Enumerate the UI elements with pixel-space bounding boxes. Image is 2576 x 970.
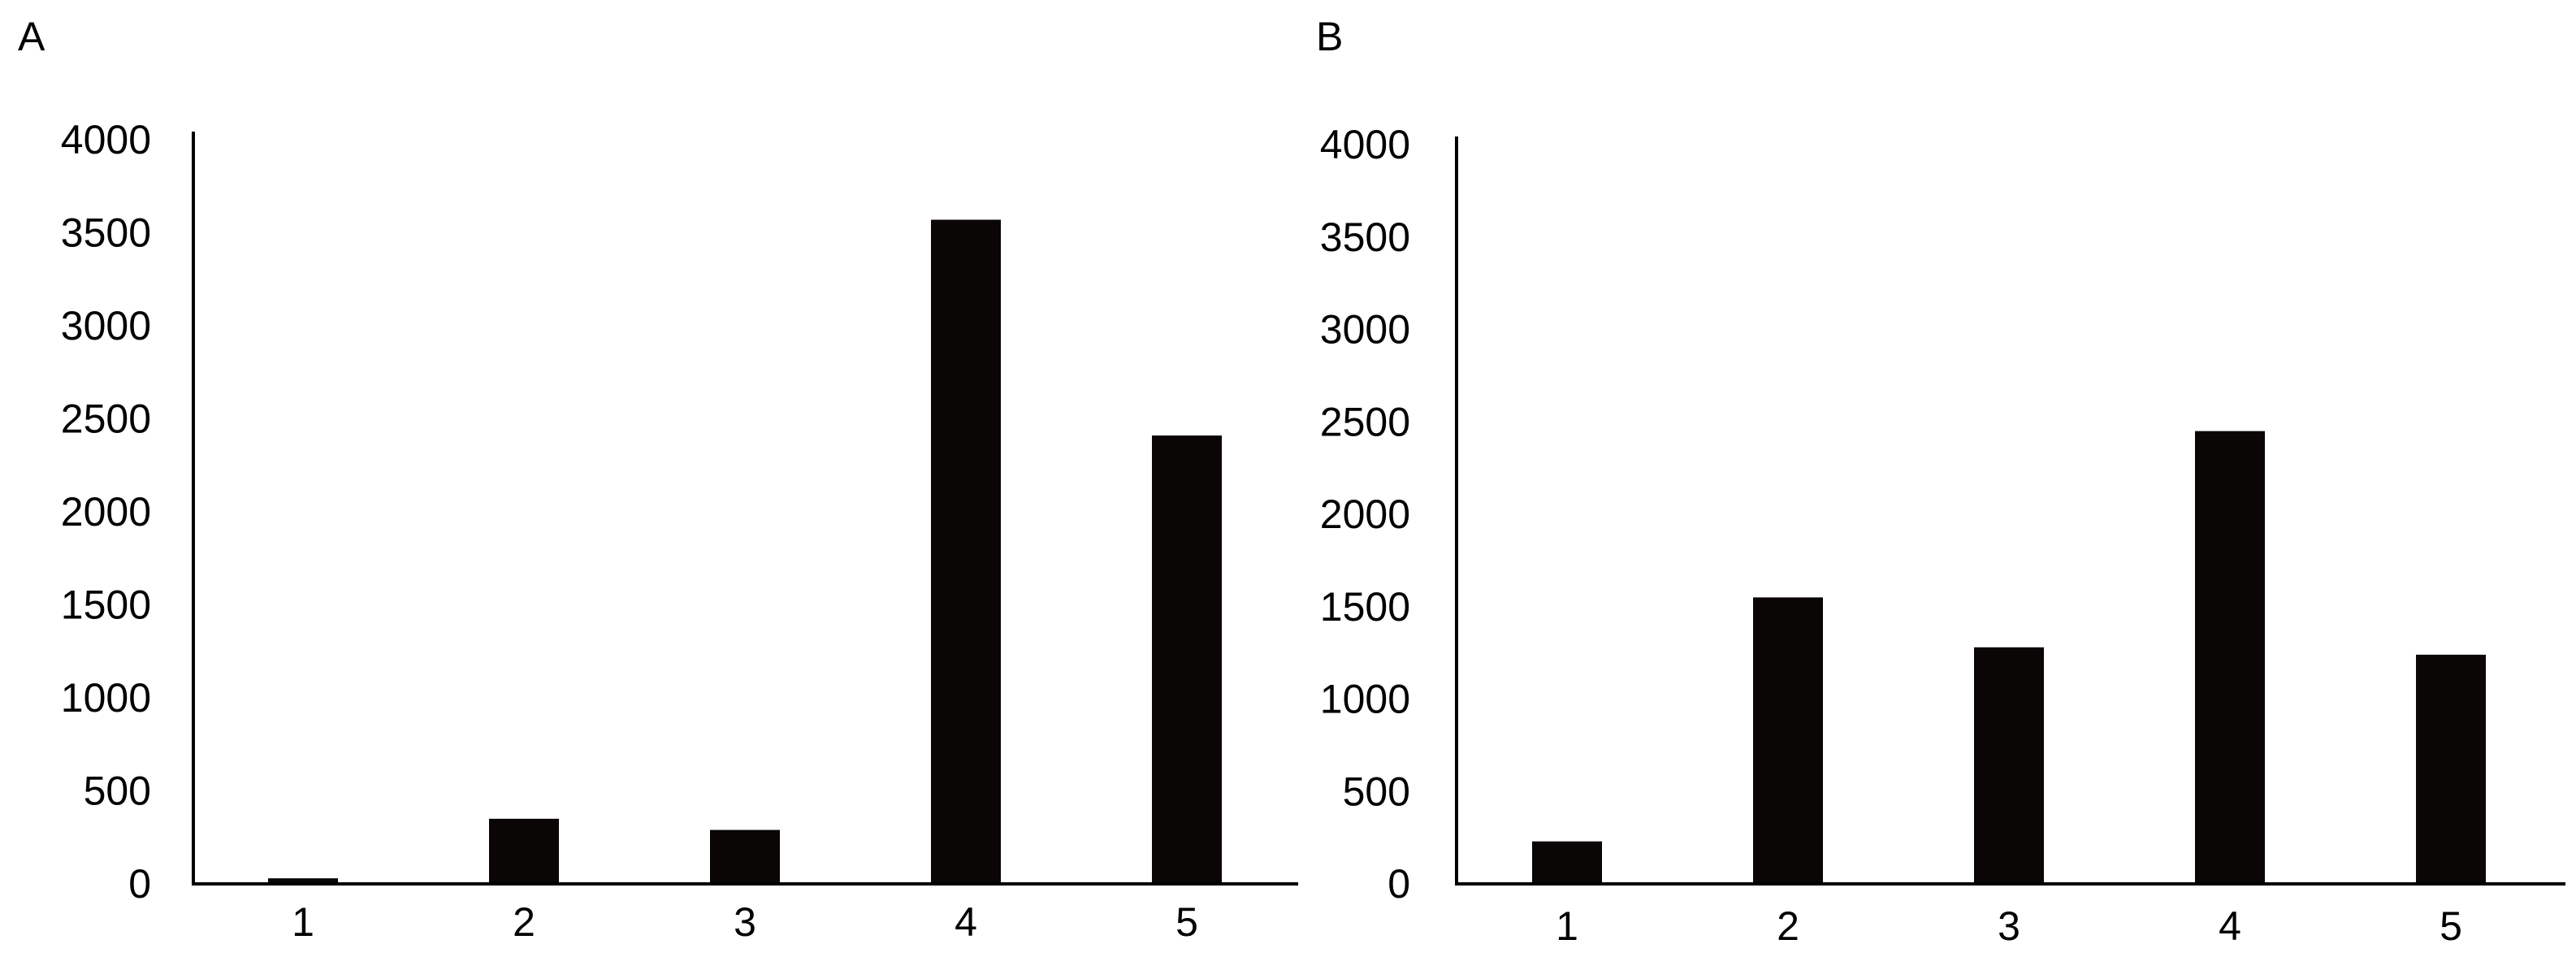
y-tick-label: 1000 [61,675,151,721]
y-tick-label: 2500 [1320,399,1410,444]
y-tick-label: 2000 [1320,491,1410,537]
x-tick-label: 2 [1777,903,1799,949]
y-tick-label: 3000 [61,303,151,349]
x-tick-label: 3 [1998,903,2020,949]
x-tick-label: 4 [955,899,977,945]
y-tick-label: 2500 [61,396,151,442]
chart-panel-b: B 0 500 1000 1500 2000 2500 3000 3500 4000 1 2 3 4 5 [1316,14,2565,949]
panel-label-b: B [1316,14,1343,59]
y-tick-label: 500 [84,769,151,814]
x-tick-label: 5 [1175,899,1198,945]
panel-label-a: A [18,14,45,59]
bar-3 [710,829,780,884]
x-tick-label: 5 [2440,903,2462,949]
x-tick-label: 2 [513,899,535,945]
chart-panel-a: A 0 500 1000 1500 2000 2500 3000 3500 4000 1 2 3 4 5 [18,14,1298,945]
x-tick-label: 4 [2219,903,2241,949]
bar-4 [2195,431,2265,884]
y-tick-label: 500 [1343,769,1410,814]
x-tick-label: 1 [1556,903,1578,949]
y-tick-label: 3500 [1320,214,1410,260]
bar-3 [1974,647,2044,884]
y-tick-label: 1500 [1320,584,1410,630]
bar-1 [268,878,338,884]
bar-5 [2416,654,2486,884]
y-tick-label: 4000 [1320,122,1410,167]
x-tick-label: 3 [734,899,756,945]
y-tick-label: 0 [128,861,151,907]
y-tick-label: 1500 [61,582,151,628]
bar-5 [1152,435,1222,884]
y-tick-label: 3500 [61,210,151,256]
bar-2 [1753,597,1823,884]
x-tick-label: 1 [292,899,314,945]
y-tick-label: 1000 [1320,677,1410,722]
y-tick-label: 3000 [1320,307,1410,353]
bar-2 [489,818,559,884]
y-tick-label: 2000 [61,489,151,535]
y-tick-label: 4000 [61,117,151,162]
y-tick-label: 0 [1388,861,1410,907]
bar-1 [1532,841,1602,884]
bar-4 [931,219,1001,885]
